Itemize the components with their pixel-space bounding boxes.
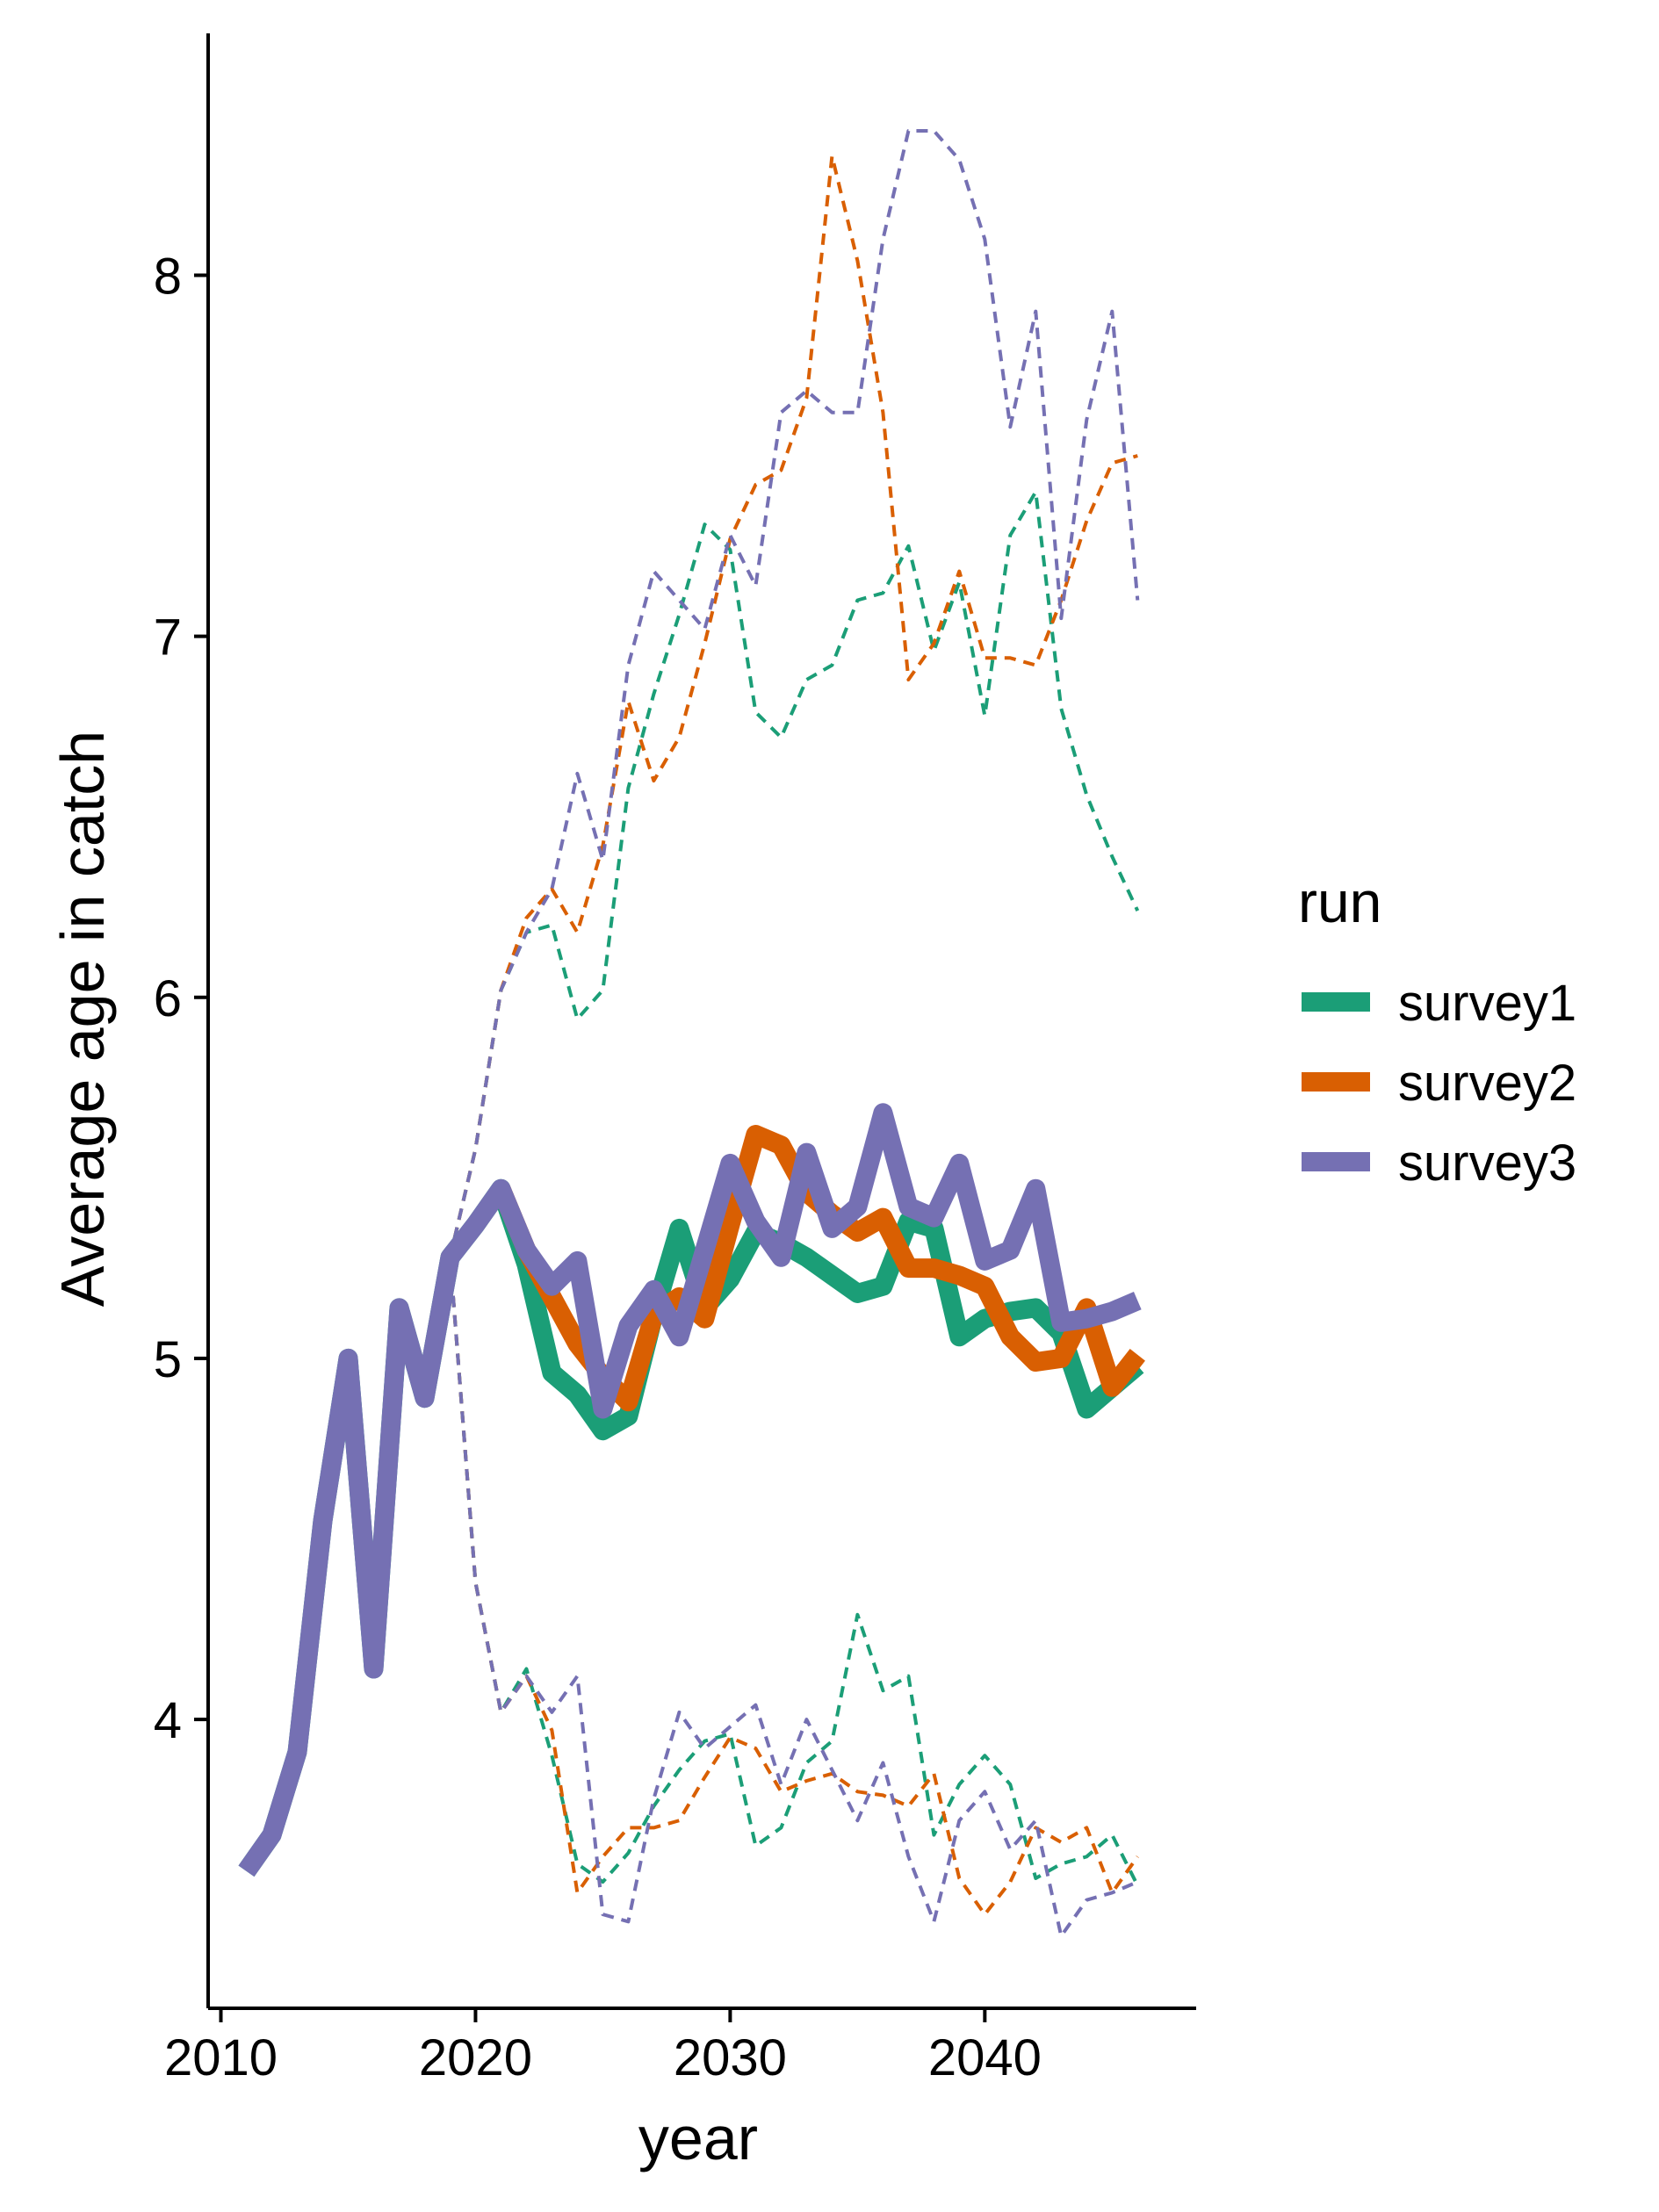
uncertainty-lines [448, 129, 1140, 1938]
median-line-survey3 [238, 1103, 1142, 1877]
x-axis-ticks: 2010 2020 2030 2040 [164, 2008, 1042, 2086]
band-line-survey2-upper [448, 154, 1138, 1258]
legend-title: run [1298, 869, 1381, 934]
band-line-survey3-upper [448, 129, 1140, 1258]
band-line-survey1-lower [448, 1257, 1140, 1887]
legend-label-survey2: survey2 [1398, 1055, 1576, 1112]
band-line-survey1-upper [448, 490, 1140, 1258]
y-tick-label: 8 [154, 248, 182, 305]
band-line-survey2-lower [448, 1257, 1139, 1917]
x-tick-label: 2010 [164, 2029, 278, 2086]
y-tick-label: 6 [154, 970, 182, 1027]
y-tick-label: 7 [154, 609, 182, 666]
y-axis-title: Average age in catch [48, 731, 117, 1307]
y-tick-label: 4 [154, 1692, 182, 1749]
y-tick-label: 5 [154, 1331, 182, 1388]
median-lines [238, 1103, 1145, 1877]
legend-label-survey3: survey3 [1398, 1135, 1576, 1192]
x-tick-label: 2030 [674, 2029, 787, 2086]
band-line-survey3-lower [448, 1257, 1139, 1938]
x-tick-label: 2020 [419, 2029, 532, 2086]
legend-label-survey1: survey1 [1398, 975, 1576, 1032]
legend: run survey1 survey2 survey3 [1298, 869, 1576, 1192]
x-axis-title: year [638, 2104, 758, 2172]
y-axis-ticks: 4 5 6 7 8 [154, 248, 208, 1749]
x-tick-label: 2040 [928, 2029, 1042, 2086]
